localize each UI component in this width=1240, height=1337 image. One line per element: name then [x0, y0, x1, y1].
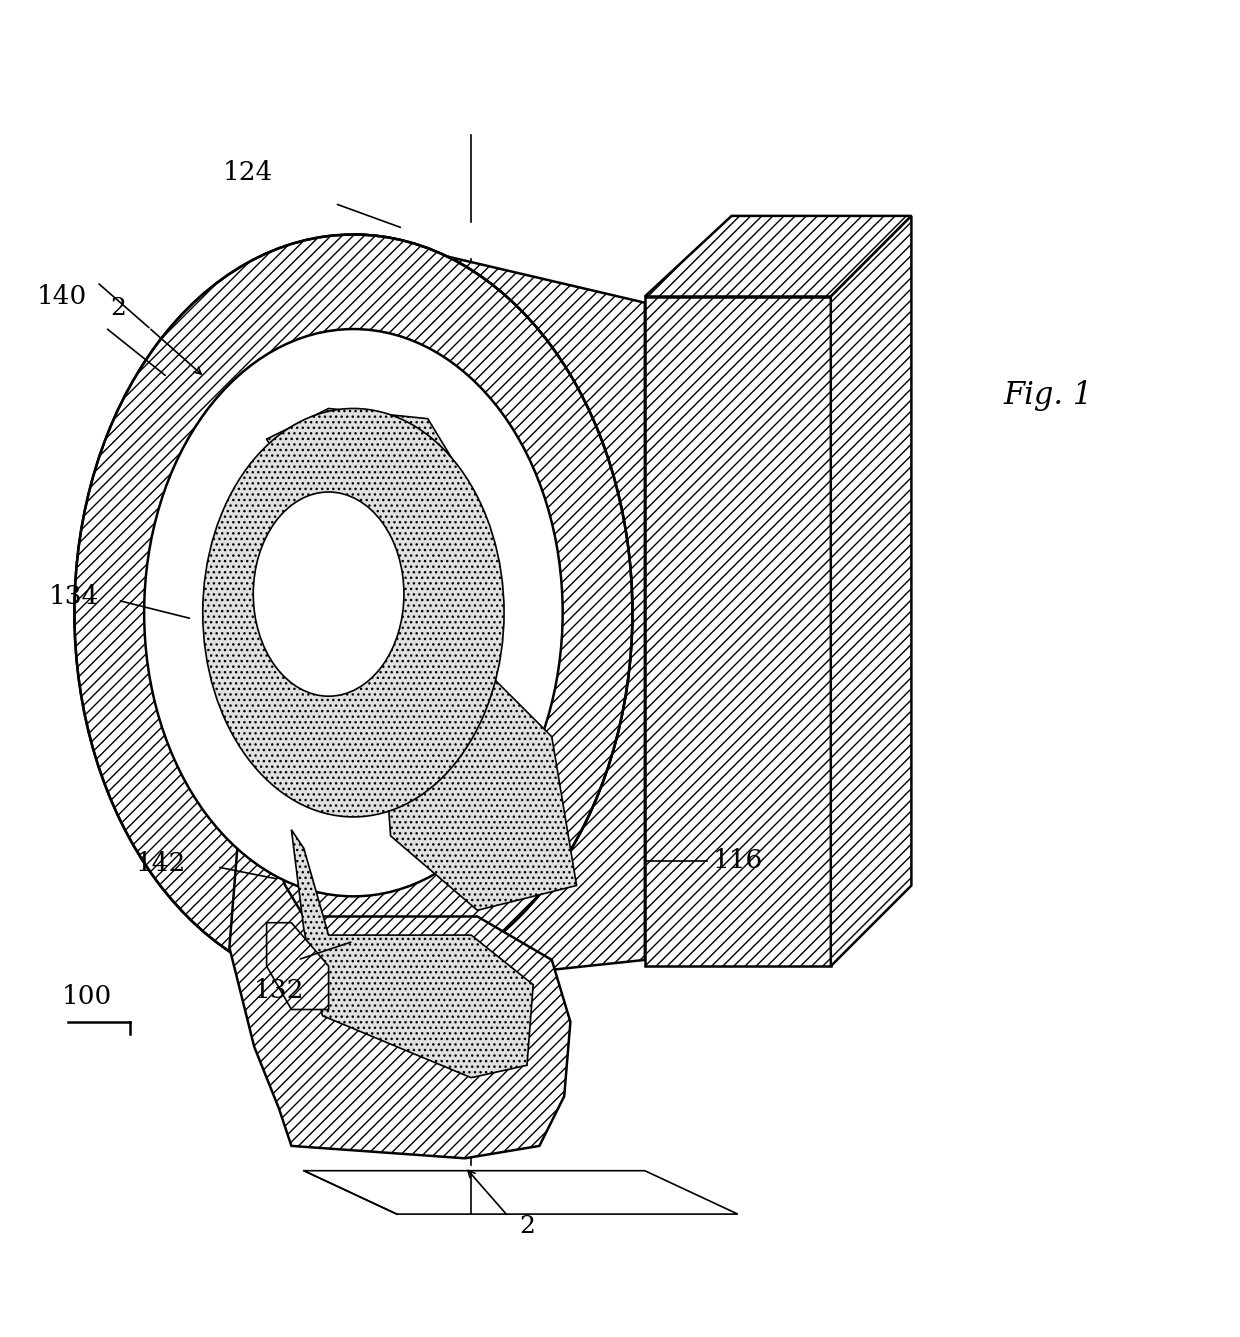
Text: 134: 134 [50, 584, 99, 610]
Text: 124: 124 [223, 160, 273, 185]
Polygon shape [645, 215, 911, 297]
Ellipse shape [144, 329, 563, 896]
Polygon shape [304, 1171, 738, 1214]
Polygon shape [267, 409, 465, 521]
Text: Fig. 1: Fig. 1 [1003, 380, 1092, 412]
Text: 116: 116 [713, 848, 764, 873]
Polygon shape [831, 215, 911, 967]
Polygon shape [378, 662, 577, 910]
Polygon shape [353, 234, 645, 991]
Text: 132: 132 [254, 979, 304, 1004]
Polygon shape [267, 923, 329, 1009]
Text: 140: 140 [37, 283, 87, 309]
Text: 2: 2 [110, 297, 125, 321]
Polygon shape [229, 793, 570, 1158]
Text: 2: 2 [520, 1215, 534, 1238]
Ellipse shape [202, 409, 503, 817]
Ellipse shape [253, 492, 404, 697]
Text: 142: 142 [136, 850, 186, 876]
Polygon shape [291, 830, 533, 1078]
Ellipse shape [74, 234, 632, 991]
Text: 100: 100 [62, 984, 113, 1009]
Polygon shape [645, 297, 831, 967]
